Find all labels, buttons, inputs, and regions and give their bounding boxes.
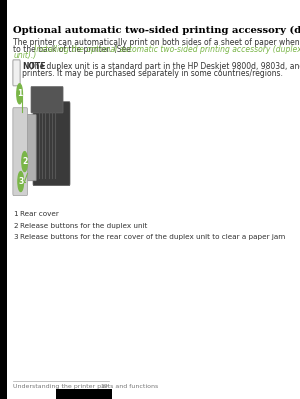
Text: The printer can automatically print on both sides of a sheet of paper when the d: The printer can automatically print on b… [14, 38, 300, 47]
FancyBboxPatch shape [33, 102, 70, 186]
Text: 1: 1 [17, 89, 22, 98]
FancyBboxPatch shape [56, 389, 112, 399]
Text: Release buttons for the duplex unit: Release buttons for the duplex unit [20, 223, 148, 229]
Text: Rear cover: Rear cover [20, 211, 59, 217]
Text: 19: 19 [101, 384, 109, 389]
FancyBboxPatch shape [31, 87, 63, 113]
Text: 2: 2 [22, 157, 27, 166]
Circle shape [17, 84, 22, 104]
Text: 3: 3 [18, 177, 23, 186]
Text: to the back of the printer. (See: to the back of the printer. (See [14, 45, 134, 54]
Text: Release buttons for the rear cover of the duplex unit to clear a paper jam: Release buttons for the rear cover of th… [20, 234, 285, 240]
Text: NOTE: NOTE [22, 62, 46, 71]
Text: Understanding the printer parts and functions: Understanding the printer parts and func… [14, 384, 159, 389]
FancyBboxPatch shape [24, 115, 36, 181]
Circle shape [22, 152, 27, 172]
Text: unit).): unit).) [14, 51, 37, 61]
Text: Installing the optional automatic two-sided printing accessory (duplex: Installing the optional automatic two-si… [34, 45, 300, 54]
Circle shape [18, 172, 23, 192]
Text: 3: 3 [14, 234, 18, 240]
Text: printers. It may be purchased separately in some countries/regions.: printers. It may be purchased separately… [22, 69, 283, 78]
Text: The duplex unit is a standard part in the HP Deskjet 9800d, 9803d, and 9808d: The duplex unit is a standard part in th… [30, 62, 300, 71]
FancyBboxPatch shape [13, 108, 27, 196]
Text: 2: 2 [14, 223, 18, 229]
Text: 1: 1 [14, 211, 18, 217]
FancyBboxPatch shape [13, 60, 20, 86]
FancyBboxPatch shape [0, 0, 7, 399]
Text: Optional automatic two-sided printing accessory (duplex unit): Optional automatic two-sided printing ac… [14, 26, 300, 35]
